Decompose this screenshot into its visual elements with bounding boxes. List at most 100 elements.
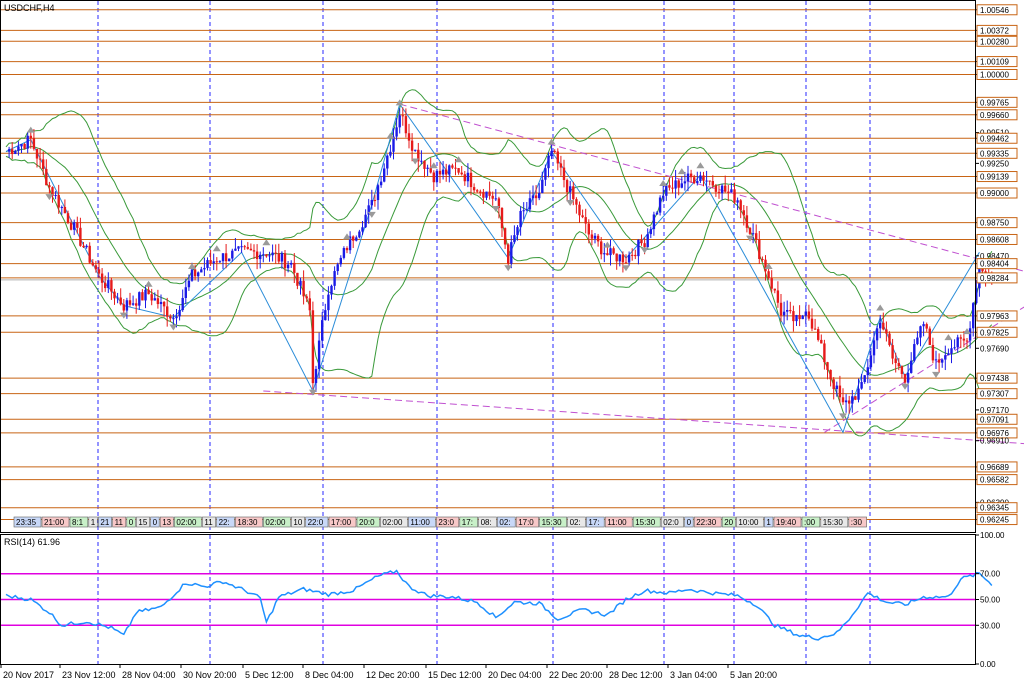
candlesticks [7, 107, 993, 414]
time-strip-label: 15:30 [823, 518, 844, 527]
fractal-up-marker [603, 241, 612, 248]
bullish-candle [324, 310, 327, 321]
bullish-candle [330, 285, 333, 295]
bearish-candle [265, 254, 268, 257]
bullish-candle [342, 248, 346, 258]
bearish-candle [451, 165, 454, 168]
bearish-candle [689, 173, 693, 178]
bearish-candle [122, 304, 125, 311]
bearish-candle [711, 181, 714, 186]
bullish-candle [680, 183, 683, 188]
time-strip-cell [736, 516, 764, 528]
bearish-candle [119, 297, 122, 305]
time-strip-cell [497, 516, 516, 528]
bullish-candle [705, 180, 708, 182]
time-tick-label: 15 Dec 12:00 [428, 670, 482, 680]
bullish-candle [541, 179, 544, 194]
rsi-tick-label: 0.00 [980, 660, 996, 669]
bullish-candle [392, 136, 395, 152]
bullish-candle [652, 214, 656, 230]
bearish-candle [640, 239, 643, 244]
time-tick-label: 28 Dec 12:00 [609, 670, 663, 680]
time-strip-label: 0 [687, 518, 692, 527]
bearish-candle [894, 358, 897, 364]
bullish-candle [538, 193, 541, 199]
bearish-candle [767, 271, 770, 279]
price-tick-label: 0.97170 [980, 406, 1009, 415]
bearish-candle [277, 253, 280, 262]
bullish-candle [466, 172, 470, 182]
bearish-candle [962, 338, 966, 341]
rsi-panel-frame [0, 534, 976, 665]
bullish-candle [906, 372, 910, 383]
chart-title: USDCHF,H4 [4, 3, 55, 13]
bearish-candle [110, 280, 113, 292]
bearish-candle [162, 301, 166, 307]
price-level-tag [976, 502, 1018, 514]
bearish-candle [581, 215, 584, 218]
price-level-tag [976, 132, 1018, 144]
bearish-candle [302, 280, 305, 297]
time-strip-cell [436, 516, 460, 528]
bullish-candle [510, 242, 513, 264]
rsi-label: RSI(14) 61.96 [4, 537, 60, 547]
time-strip-label: 17: [588, 518, 599, 527]
bearish-candle [472, 187, 476, 191]
bullish-candle [200, 269, 203, 273]
rsi-panel: 100.00 70.00 50.00 30.00 0.00 [1, 531, 1005, 669]
time-strip-label: 23:0 [438, 518, 454, 527]
bearish-candle [252, 250, 256, 252]
bearish-candle [460, 172, 463, 175]
bearish-candle [615, 253, 618, 262]
time-strip-cell [801, 516, 821, 528]
price-tick-label: 0.99335 [980, 149, 1009, 158]
bearish-candle [807, 311, 811, 319]
bearish-candle [135, 303, 138, 306]
bullish-candle [321, 320, 324, 341]
fractal-up-marker [764, 262, 773, 269]
time-strip-cell [459, 516, 478, 528]
bullish-candle [485, 191, 488, 198]
fractal-down-marker [45, 194, 54, 201]
bearish-candle [469, 172, 473, 188]
time-strip-cell [408, 516, 436, 528]
price-tick-label: 0.96976 [980, 429, 1009, 438]
bearish-candle [45, 169, 48, 186]
fractal-up-marker [876, 304, 885, 311]
bearish-candle [810, 318, 814, 329]
time-strip-label: 02:00 [265, 518, 286, 527]
time-axis: 20 Nov 2017 23 Nov 12:00 28 Nov 04:00 30 No… [0, 664, 777, 680]
trendline [263, 390, 1024, 445]
time-strip-cell [263, 516, 291, 528]
bullish-candle [60, 206, 63, 208]
fractal-down-marker [622, 265, 630, 272]
bullish-candle [317, 340, 321, 370]
bearish-candle [63, 206, 67, 214]
bearish-candle [497, 198, 501, 208]
bullish-candle [7, 149, 11, 152]
time-strip-cell [684, 516, 694, 528]
time-strip-label: 18:30 [237, 518, 258, 527]
bullish-candle [686, 173, 690, 182]
bearish-candle [283, 253, 287, 269]
bullish-candle [107, 280, 110, 289]
bearish-candle [885, 329, 888, 334]
bearish-candle [553, 150, 556, 152]
bearish-candle [308, 298, 311, 311]
bearish-candle [776, 290, 780, 303]
bullish-candle [228, 258, 231, 262]
price-level-tag [976, 187, 1018, 199]
bearish-candle [410, 140, 414, 151]
time-strip-label: :00 [804, 518, 816, 527]
fractal-up-marker [659, 180, 668, 187]
bullish-candle [240, 246, 243, 248]
bearish-candle [404, 116, 408, 134]
time-strip-cell [126, 516, 136, 528]
bearish-candle [714, 185, 718, 192]
price-level-tag [976, 217, 1018, 229]
fractal-markers [26, 99, 990, 420]
bearish-candle [224, 253, 228, 262]
bullish-candle [237, 246, 240, 249]
bearish-candle [42, 159, 45, 170]
